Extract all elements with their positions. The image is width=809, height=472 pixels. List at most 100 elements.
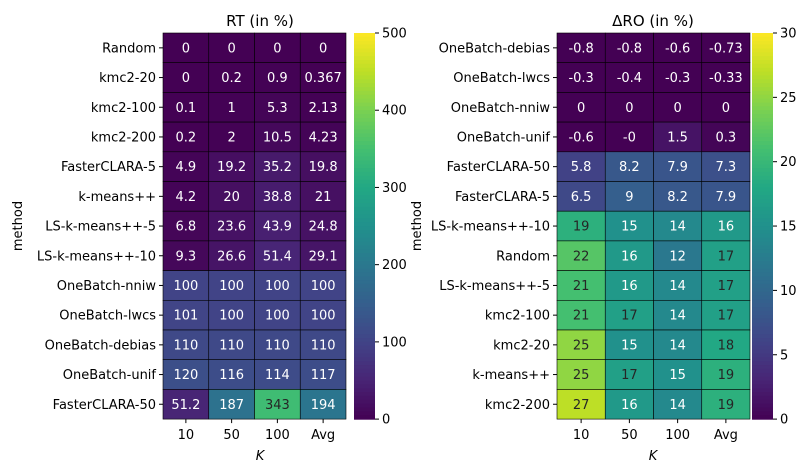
delta-ro-cell-label: 14	[669, 220, 686, 235]
rt-colorbar-segment	[354, 222, 375, 227]
rt-cell-label: 110	[311, 338, 336, 353]
rt-cell-label: 19.8	[309, 160, 338, 175]
rt-cell	[208, 359, 255, 390]
delta-ro-colorbar-tick-label: 10	[780, 284, 797, 299]
panel-rt: RT (in %) 0 0 0 0 0 0.2 0.9 0.367 0.1 1 5.3 2.13 0.2…	[11, 12, 407, 464]
delta-ro-colorbar-segment	[752, 102, 773, 107]
delta-ro-colorbar-segment	[752, 341, 773, 347]
delta-ro-colorbar-segment	[752, 237, 773, 243]
delta-ro-colorbar-tick-label: 5	[780, 348, 788, 363]
delta-ro-colorbar-segment	[752, 276, 773, 281]
delta-ro-colorbar-segment	[752, 52, 773, 57]
rt-row-tick-label: OneBatch-debias	[45, 338, 157, 353]
rt-colorbar-segment	[354, 260, 375, 266]
rt-cell-label: 0.9	[267, 71, 288, 86]
rt-cell-label: 100	[311, 279, 336, 294]
delta-ro-colorbar-segment	[752, 179, 773, 185]
delta-ro-cell	[701, 359, 751, 390]
delta-ro-colorbar-segment	[752, 415, 773, 420]
rt-cell	[208, 62, 255, 93]
delta-ro-cell-label: -0.3	[665, 71, 690, 86]
rt-colorbar-segment	[354, 318, 375, 324]
delta-ro-colorbar-segment	[752, 272, 773, 277]
rt-colorbar-segment	[354, 210, 375, 216]
rt-colorbar-segment	[354, 361, 375, 366]
delta-ro-cell	[604, 62, 654, 93]
delta-ro-row-tick-label: FasterCLARA-5	[455, 190, 550, 205]
delta-ro-colorbar-segment	[752, 117, 773, 123]
delta-ro-colorbar-segment	[752, 253, 773, 258]
rt-colorbar-segment	[354, 168, 375, 173]
delta-ro-row-ticks: OneBatch-debias OneBatch-lwcs OneBatch-nni…	[431, 41, 557, 413]
rt-colorbar-segment	[354, 171, 375, 177]
rt-cell-label: 2	[227, 130, 235, 145]
rt-cell	[162, 329, 210, 361]
rt-cell-label: 29.1	[309, 249, 338, 264]
rt-cell-label: 101	[173, 309, 198, 324]
rt-cell	[299, 62, 347, 93]
delta-ro-colorbar-tick-label: 15	[780, 220, 797, 235]
rt-cell-label: 120	[173, 368, 198, 383]
rt-cell-label: 43.9	[263, 220, 292, 235]
rt-cell	[299, 270, 347, 301]
rt-colorbar-segment	[354, 380, 375, 385]
rt-cell	[208, 151, 255, 182]
rt-cell-label: 343	[265, 398, 290, 413]
rt-colorbar-segment	[354, 233, 375, 239]
delta-ro-column-tick-label: 10	[573, 428, 590, 443]
delta-ro-colorbar: 0 5 10 15 20 25 30	[752, 27, 797, 428]
rt-colorbar-segment	[354, 264, 375, 270]
rt-colorbar-segment	[354, 137, 375, 142]
rt-cell	[208, 181, 255, 212]
delta-ro-row-tick-label: OneBatch-lwcs	[453, 71, 550, 86]
delta-ro-colorbar-segment	[752, 229, 773, 235]
delta-ro-colorbar-segment	[752, 365, 773, 370]
rt-cell-label: 0	[319, 41, 327, 56]
rt-cell-label: 100	[173, 279, 198, 294]
delta-ro-colorbar-tick-label: 20	[780, 155, 797, 170]
delta-ro-column-tick-label: Avg	[714, 428, 738, 443]
delta-ro-colorbar-segment	[752, 299, 773, 304]
delta-ro-colorbar-segment	[752, 33, 773, 38]
rt-row-ticks: Random kmc2-20 kmc2-100 kmc2-200 FasterCLARA…	[37, 41, 163, 413]
delta-ro-column-tick-label: 100	[665, 428, 690, 443]
delta-ro-colorbar-segment	[752, 307, 773, 312]
rt-colorbar-segment	[354, 164, 375, 169]
delta-ro-colorbar-segment	[752, 264, 773, 270]
delta-ro-cell-label: -0.6	[665, 41, 690, 56]
delta-ro-colorbar-segment	[752, 338, 773, 343]
delta-ro-cell-label: 0.3	[716, 130, 737, 145]
delta-ro-colorbar-segment	[752, 125, 773, 131]
rt-colorbar-segment	[354, 98, 375, 104]
delta-ro-cell-label: 14	[669, 398, 686, 413]
rt-cell-label: 100	[219, 279, 244, 294]
delta-ro-cell	[556, 299, 606, 331]
rt-cell-label: 116	[219, 368, 244, 383]
delta-ro-cell	[701, 181, 751, 212]
rt-cell-label: 21	[315, 190, 332, 205]
rt-colorbar-segment	[354, 106, 375, 111]
delta-ro-cell-label: 19	[573, 220, 590, 235]
rt-cell-label: 0.1	[176, 101, 197, 116]
delta-ro-colorbar-segment	[752, 295, 773, 301]
delta-ro-cell-label: 8.2	[619, 160, 640, 175]
rt-cell-label: 110	[173, 338, 198, 353]
delta-ro-row-tick-label: kmc2-100	[485, 309, 550, 324]
rt-cell	[299, 151, 347, 182]
rt-colorbar-segment	[354, 75, 375, 80]
rt-colorbar-segment	[354, 368, 375, 374]
rt-colorbar-segment	[354, 249, 375, 254]
rt-cell	[208, 240, 255, 271]
delta-ro-colorbar-segment	[752, 388, 773, 393]
rt-colorbar-segment	[354, 83, 375, 88]
delta-ro-cell-label: 17	[621, 309, 638, 324]
delta-ro-cell-label: -0.8	[617, 41, 642, 56]
delta-ro-cell	[556, 270, 606, 301]
delta-ro-colorbar-segment	[752, 160, 773, 165]
rt-column-tick-label: 10	[178, 428, 195, 443]
rt-cell-label: 100	[265, 279, 290, 294]
delta-ro-row-tick-label: OneBatch-nniw	[451, 101, 551, 116]
delta-ro-row-tick-label: LS-k-means++-5	[439, 279, 550, 294]
delta-ro-cell-label: 19	[718, 398, 735, 413]
